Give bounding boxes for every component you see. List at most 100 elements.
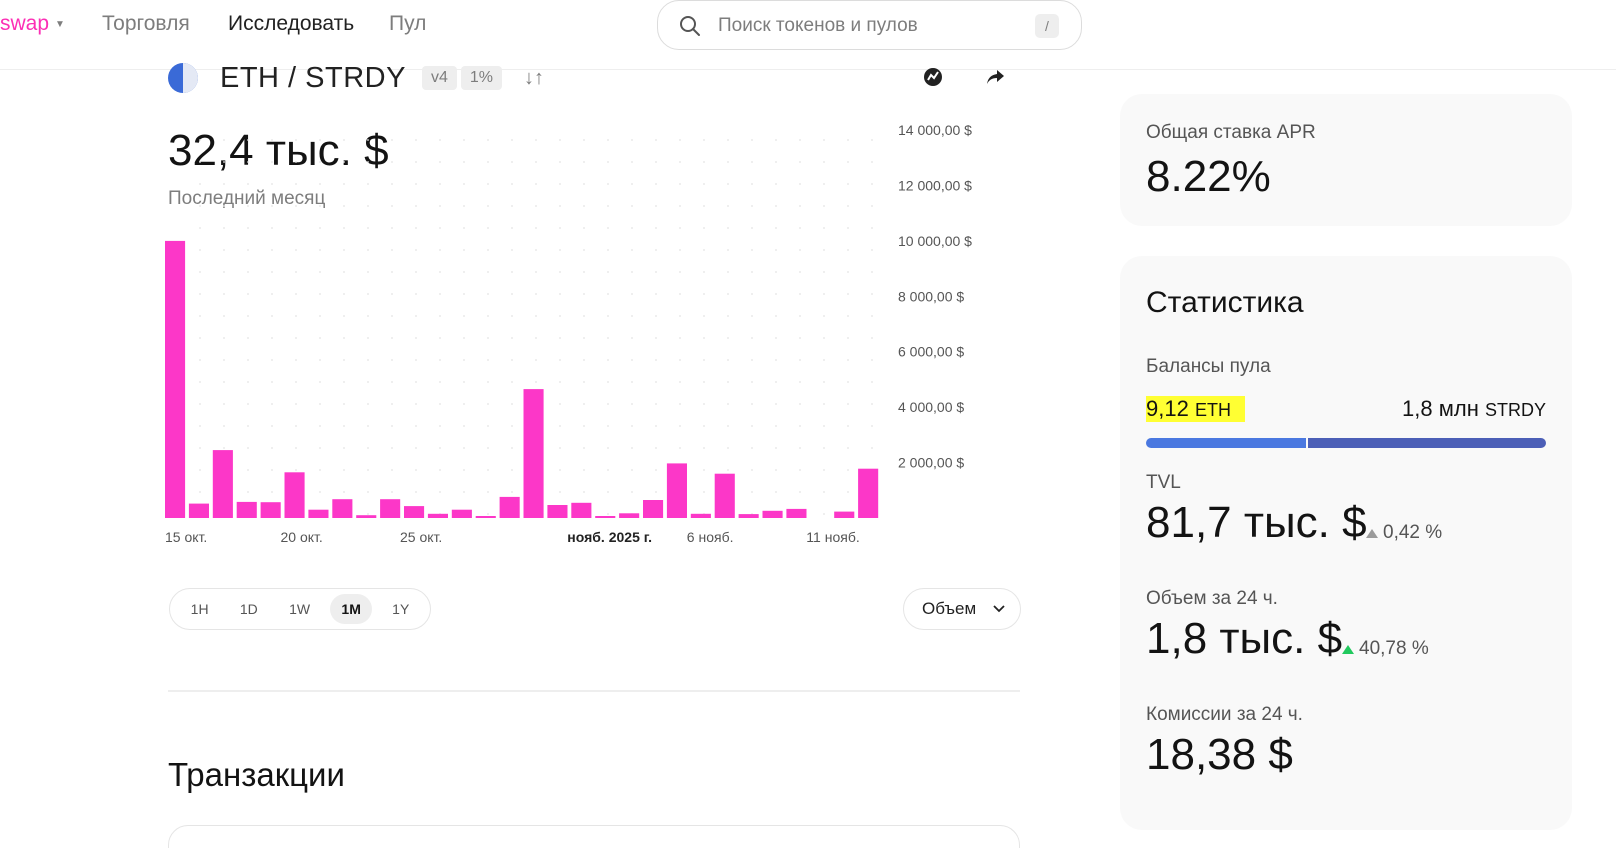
chart-bar[interactable] [284, 472, 305, 518]
chart-bar[interactable] [499, 496, 520, 518]
x-tick-label: 20 окт. [281, 529, 323, 545]
chart-bar[interactable] [834, 511, 855, 518]
balance-eth: 9,12 ETH [1146, 396, 1245, 422]
chart-bar[interactable] [738, 514, 759, 518]
fees-24h-value: 18,38 $ [1146, 730, 1293, 779]
range-1y[interactable]: 1Y [392, 601, 410, 617]
chevron-down-icon [993, 605, 1005, 613]
chart-bar[interactable] [212, 450, 233, 518]
transactions-title: Транзакции [168, 756, 345, 793]
time-range-selector: 1H 1D 1W 1M 1Y [169, 588, 431, 630]
chart-bar[interactable] [404, 506, 425, 518]
chart-bar[interactable] [858, 468, 879, 518]
apr-value: 8.22% [1146, 152, 1271, 201]
chart-bar[interactable] [762, 510, 783, 518]
chart-bar[interactable] [236, 501, 257, 518]
balance-bar-eth [1146, 438, 1306, 448]
x-tick-label: 25 окт. [400, 529, 442, 545]
y-tick-label: 14 000,00 $ [898, 122, 972, 138]
nav-trade[interactable]: Торговля [102, 12, 190, 35]
chart-bar[interactable] [619, 513, 640, 518]
chart-bar[interactable] [714, 473, 735, 518]
chart-bar[interactable] [643, 500, 664, 518]
search-icon [680, 16, 700, 36]
x-tick-label: 11 нояб. [806, 529, 859, 545]
stats-panel: Статистика Балансы пула 9,12 ETH 1,8 млн… [1120, 256, 1572, 830]
apr-panel: Общая ставка APR 8.22% [1120, 94, 1572, 226]
y-tick-label: 12 000,00 $ [898, 177, 972, 193]
volume-bar-chart[interactable]: 2 000,00 $ 4 000,00 $ 6 000,00 $ 8 000,00 $… [160, 120, 1020, 560]
x-tick-label: нояб. 2025 г. [567, 529, 652, 545]
fee-badge: 1% [460, 66, 502, 90]
tvl-change: 0,42 % [1366, 522, 1442, 544]
stats-title: Статистика [1146, 286, 1304, 319]
volume-24h-value: 1,8 тыс. $ [1146, 614, 1343, 663]
chart-bar[interactable] [547, 505, 568, 518]
x-tick-label: 6 нояб. [687, 529, 734, 545]
search-shortcut-badge: / [1035, 14, 1059, 38]
caret-down-icon: ▼ [55, 18, 65, 30]
y-tick-label: 8 000,00 $ [898, 288, 964, 304]
range-1m[interactable]: 1M [330, 594, 372, 624]
chart-bar[interactable] [308, 509, 329, 518]
pair-token-logo [168, 63, 198, 93]
triangle-up-icon [1342, 644, 1354, 654]
balance-strdy: 1,8 млн STRDY [1402, 396, 1546, 422]
chart-bar[interactable] [690, 513, 711, 518]
chart-bar[interactable] [260, 502, 281, 518]
chart-bar[interactable] [451, 509, 472, 518]
volume-24h-change: 40,78 % [1342, 638, 1429, 660]
chart-metric-dropdown[interactable]: Объем [903, 588, 1021, 630]
volume-24h-label: Объем за 24 ч. [1146, 588, 1278, 609]
volume-period: Последний месяц [168, 188, 326, 209]
chart-metric-value: Объем [922, 599, 977, 618]
apr-label: Общая ставка APR [1146, 122, 1316, 143]
volume-value: 32,4 тыс. $ [168, 126, 389, 175]
chart-bar[interactable] [356, 515, 377, 518]
search-box[interactable]: / [657, 0, 1082, 50]
fees-24h-label: Комиссии за 24 ч. [1146, 704, 1303, 725]
search-input[interactable] [718, 13, 1018, 39]
explorer-icon[interactable] [922, 66, 944, 88]
chart-bar[interactable] [475, 516, 496, 518]
y-tick-label: 4 000,00 $ [898, 399, 964, 415]
balance-strdy-amount: 1,8 млн [1402, 396, 1479, 421]
chart-bar[interactable] [666, 463, 687, 518]
chart-bar[interactable] [523, 389, 544, 518]
volume-24h-change-value: 40,78 % [1359, 638, 1429, 659]
chart-bar[interactable] [571, 502, 592, 518]
balance-eth-symbol: ETH [1194, 400, 1231, 420]
chart-bar[interactable] [595, 516, 616, 518]
brand-name: swap [0, 12, 50, 35]
transactions-table [168, 825, 1020, 848]
pair-name: ETH / STRDY [220, 61, 406, 94]
tvl-label: TVL [1146, 472, 1181, 493]
balance-eth-amount: 9,12 [1146, 396, 1189, 421]
tvl-value: 81,7 тыс. $ [1146, 498, 1367, 547]
pair-header: ETH / STRDY v4 1% ↓↑ [168, 60, 544, 96]
tvl-change-value: 0,42 % [1383, 522, 1443, 543]
section-divider [168, 690, 1020, 692]
y-tick-label: 6 000,00 $ [898, 344, 964, 360]
triangle-up-icon [1366, 528, 1378, 538]
chart-bar[interactable] [786, 508, 807, 518]
nav-explore[interactable]: Исследовать [228, 12, 355, 35]
chart-bar[interactable] [188, 503, 209, 518]
swap-direction-icon[interactable]: ↓↑ [524, 66, 544, 89]
y-tick-label: 2 000,00 $ [898, 455, 964, 471]
pool-balances-label: Балансы пула [1146, 356, 1271, 377]
share-icon[interactable] [984, 66, 1006, 88]
brand-menu[interactable]: swap ▼ [0, 12, 65, 36]
range-1w[interactable]: 1W [289, 601, 311, 617]
chart-bar[interactable] [165, 240, 186, 518]
x-tick-label: 15 окт. [165, 529, 207, 545]
range-1d[interactable]: 1D [239, 601, 258, 617]
top-navbar: swap ▼ Торговля Исследовать Пул / [0, 0, 1616, 70]
nav-pool[interactable]: Пул [389, 12, 427, 35]
range-1h[interactable]: 1H [190, 601, 209, 617]
chart-bar[interactable] [332, 499, 353, 518]
chart-bar[interactable] [427, 513, 448, 518]
version-badge: v4 [421, 66, 457, 90]
balance-bar-strdy [1308, 438, 1546, 448]
chart-bar[interactable] [380, 499, 401, 518]
